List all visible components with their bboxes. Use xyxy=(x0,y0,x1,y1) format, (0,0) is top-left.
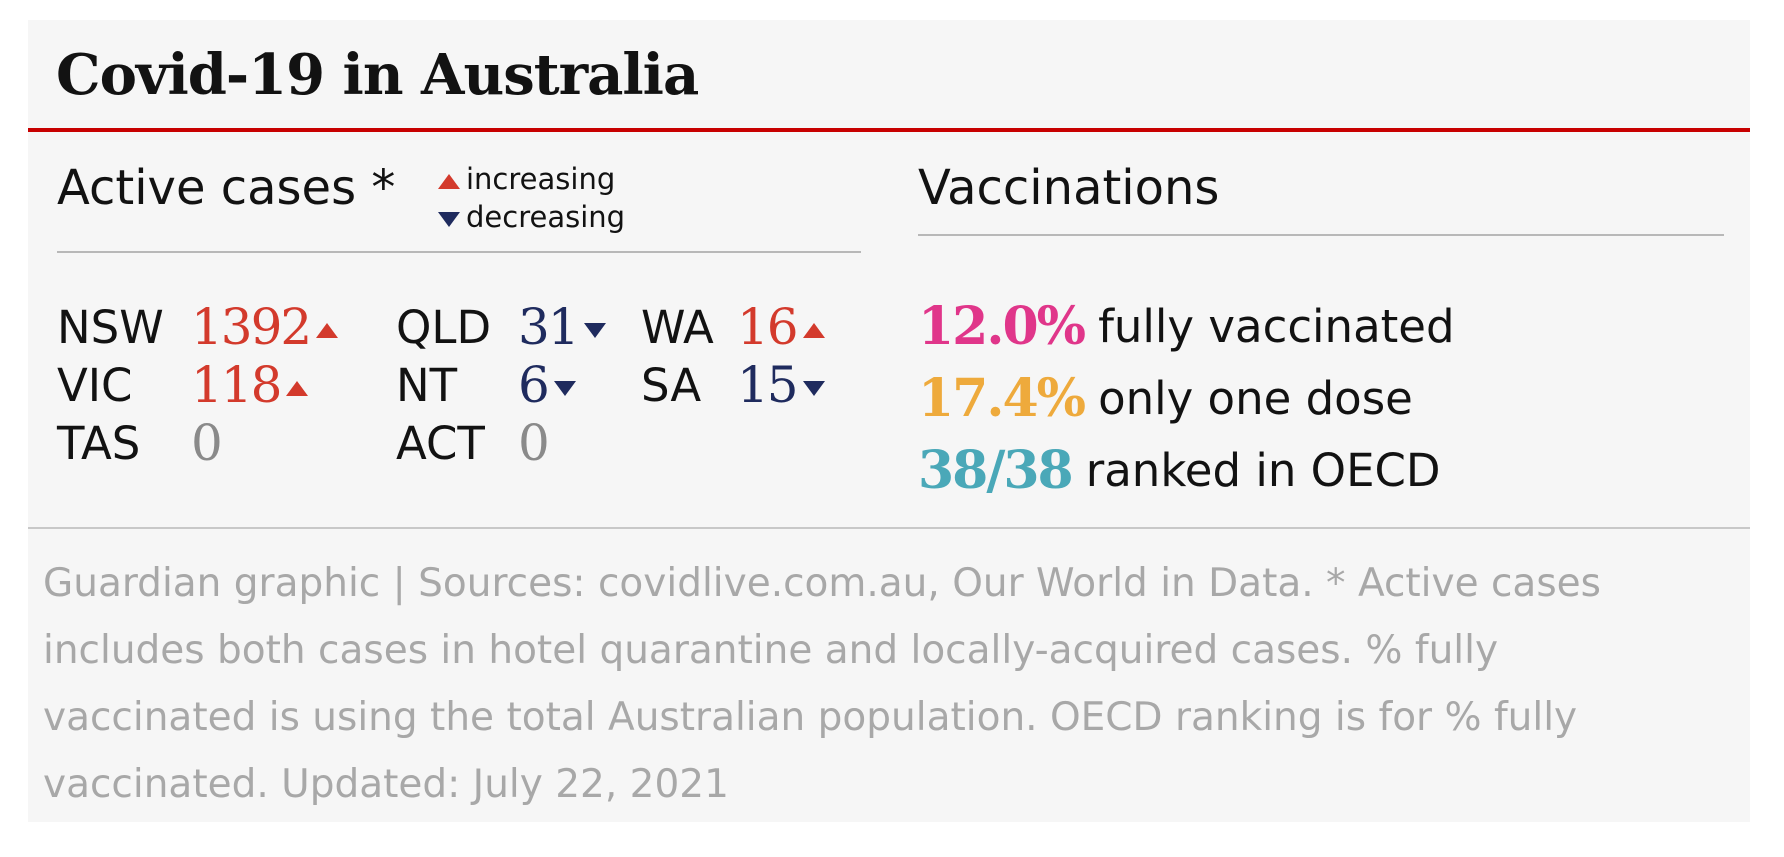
state-name: SA xyxy=(641,358,702,412)
vaccination-row: 12.0% fully vaccinated xyxy=(918,290,1455,362)
active-cases-title: Active cases * xyxy=(57,160,396,216)
vaccinations-title: Vaccinations xyxy=(918,160,1220,216)
state-name: QLD xyxy=(396,300,492,354)
state-value: 1392 xyxy=(191,298,312,356)
state-cell: 0 xyxy=(518,414,641,472)
state-cell: 15 xyxy=(737,356,857,414)
section-rule xyxy=(918,234,1724,236)
state-name: WA xyxy=(641,300,714,354)
footer-rule xyxy=(28,527,1750,529)
up-arrow xyxy=(802,323,825,338)
title: Covid-19 in Australia xyxy=(56,42,699,108)
vaccination-value: 17.4% xyxy=(918,367,1086,429)
vaccination-label: ranked in OECD xyxy=(1085,443,1441,497)
state-name: NSW xyxy=(57,300,164,354)
state-value: 6 xyxy=(518,356,550,414)
vaccination-row: 38/38 ranked in OECD xyxy=(918,434,1455,506)
states-grid: NSW 1392 QLD 31 WA 16 VIC 118 NT 6 SA 15 TAS 0 ACT 0 xyxy=(57,298,857,472)
section-rule xyxy=(57,251,861,253)
trend-legend: increasing decreasing xyxy=(438,160,625,236)
panel: Covid-19 in Australia Active cases * inc… xyxy=(28,20,1750,822)
state-name: ACT xyxy=(396,416,485,470)
legend-item: increasing xyxy=(438,160,625,198)
up-arrow xyxy=(438,173,460,189)
vaccination-value: 38/38 xyxy=(918,439,1074,501)
up-arrow xyxy=(286,381,309,396)
title-rule xyxy=(28,128,1750,132)
state-cell: 118 xyxy=(191,356,396,414)
up-arrow xyxy=(316,323,339,338)
legend-label: increasing xyxy=(466,162,616,196)
down-arrow xyxy=(553,381,576,396)
footer-note: Guardian graphic | Sources: covidlive.co… xyxy=(43,561,1601,807)
state-value: 0 xyxy=(518,414,550,472)
state-value: 15 xyxy=(737,356,799,414)
legend-label: decreasing xyxy=(466,200,626,234)
down-arrow xyxy=(802,381,825,396)
legend-item: decreasing xyxy=(438,198,625,236)
state-cell: 16 xyxy=(737,298,857,356)
down-arrow xyxy=(438,211,460,227)
state-value: 0 xyxy=(191,414,223,472)
vaccination-value: 12.0% xyxy=(918,295,1086,357)
down-arrow xyxy=(583,323,606,338)
state-name: TAS xyxy=(57,416,141,470)
vaccination-label: fully vaccinated xyxy=(1098,299,1455,353)
vaccination-label: only one dose xyxy=(1098,371,1413,425)
state-cell: 6 xyxy=(518,356,641,414)
state-name: NT xyxy=(396,358,458,412)
state-cell: 0 xyxy=(191,414,396,472)
state-value: 16 xyxy=(737,298,799,356)
state-cell: 1392 xyxy=(191,298,396,356)
vaccination-row: 17.4% only one dose xyxy=(918,362,1455,434)
state-value: 118 xyxy=(191,356,282,414)
vaccination-list: 12.0% fully vaccinated 17.4% only one dose 3… xyxy=(918,290,1455,506)
state-cell: 31 xyxy=(518,298,641,356)
state-value: 31 xyxy=(518,298,580,356)
state-name: VIC xyxy=(57,358,133,412)
